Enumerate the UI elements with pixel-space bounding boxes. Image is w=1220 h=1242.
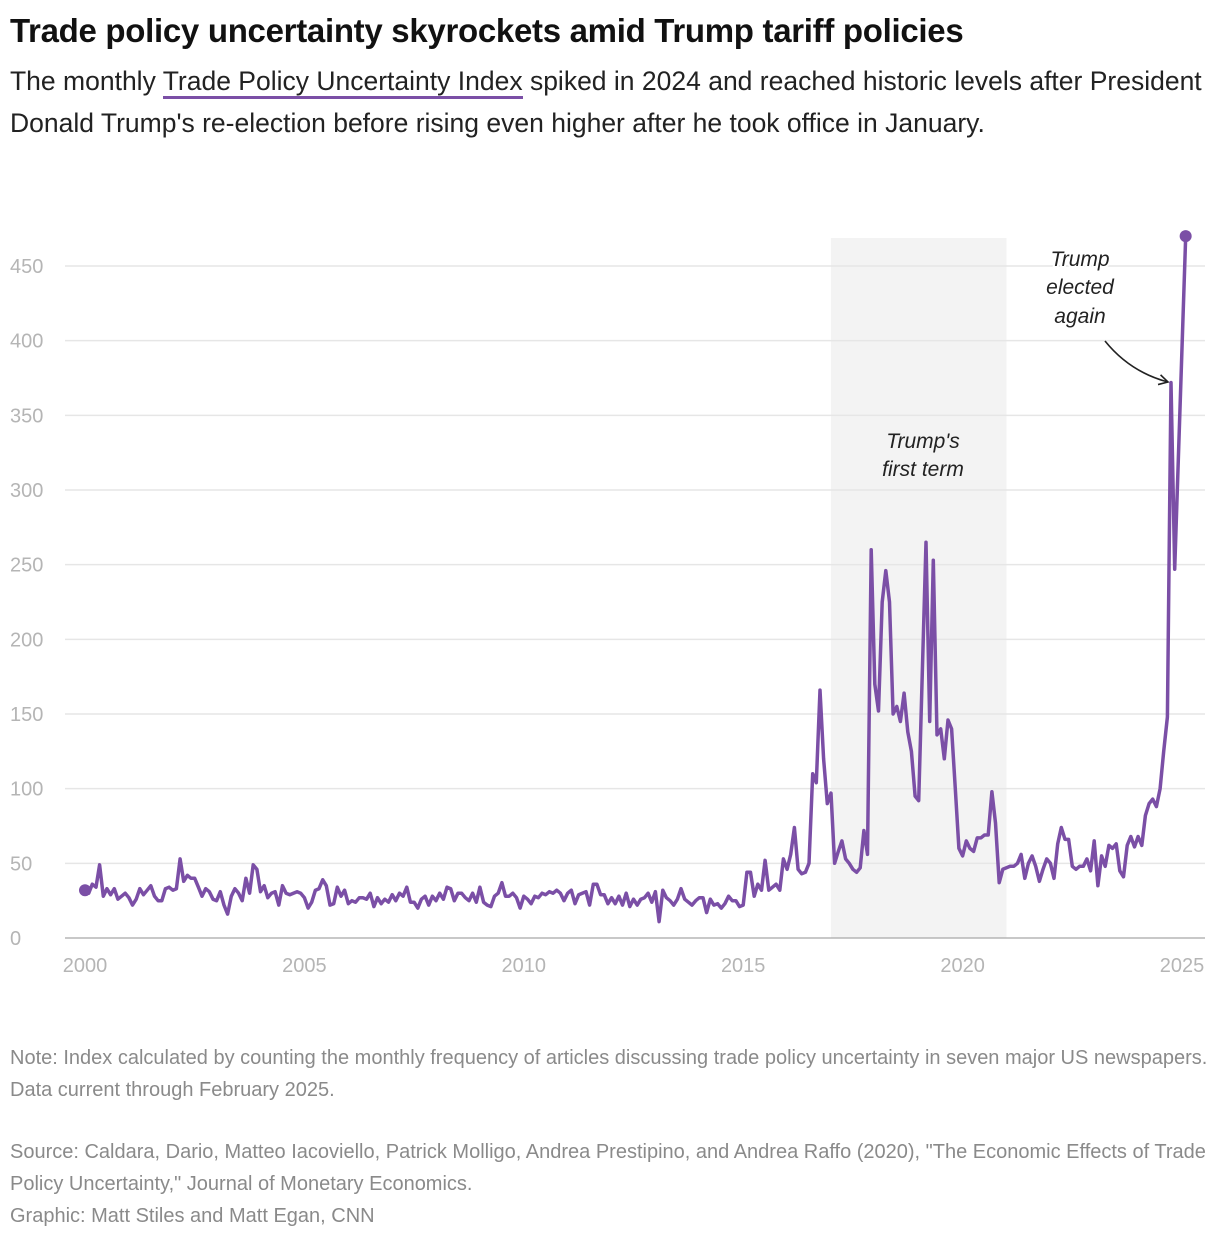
credit-text: Graphic: Matt Stiles and Matt Egan, CNN — [10, 1205, 375, 1227]
source-text: Source: Caldara, Dario, Matteo Iacoviell… — [10, 1141, 1206, 1195]
x-tick-label: 2015 — [721, 955, 766, 977]
annotation-arrow — [1104, 340, 1170, 386]
first-term-label: first term — [882, 458, 964, 481]
index-link[interactable]: Trade Policy Uncertainty Index — [162, 66, 523, 99]
y-tick-label: 250 — [10, 555, 43, 577]
chart-title: Trade policy uncertainty skyrockets amid… — [10, 12, 964, 49]
first-term-shade — [830, 238, 1007, 938]
elected-again-label: Trump — [1050, 248, 1109, 271]
x-tick-label: 2000 — [63, 955, 108, 977]
y-tick-label: 100 — [10, 779, 43, 801]
data-point — [1179, 230, 1192, 243]
y-tick-label: 450 — [10, 256, 43, 278]
x-tick-label: 2005 — [282, 955, 327, 977]
subtitle-text: spiked in 2024 and reached historic leve… — [10, 66, 1202, 138]
subtitle-text: The monthly — [10, 66, 163, 96]
y-tick-label: 350 — [10, 405, 43, 427]
y-tick-label: 150 — [10, 704, 43, 726]
y-tick-label: 50 — [10, 853, 32, 875]
x-tick-label: 2020 — [940, 955, 985, 977]
y-tick-label: 200 — [10, 629, 43, 651]
chart-subtitle: The monthly Trade Policy Uncertainty Ind… — [10, 60, 1215, 144]
elected-again-label: again — [1054, 305, 1105, 328]
y-tick-label: 0 — [10, 928, 21, 950]
x-tick-label: 2010 — [502, 955, 547, 977]
y-tick-label: 300 — [10, 480, 43, 502]
first-term-label: Trump's — [886, 430, 960, 453]
chart-note: Note: Index calculated by counting the m… — [10, 1047, 1208, 1101]
chart-source: Source: Caldara, Dario, Matteo Iacoviell… — [10, 1136, 1210, 1232]
y-tick-label: 400 — [10, 331, 43, 353]
data-point — [79, 884, 91, 897]
index-line — [83, 236, 1188, 924]
line-chart: 0 50 100 150 200 250 300 350 400 450 2000 2005 2010… — [10, 230, 1205, 977]
x-tick-label: 2025 — [1160, 955, 1205, 977]
elected-again-label: elected — [1046, 276, 1115, 299]
